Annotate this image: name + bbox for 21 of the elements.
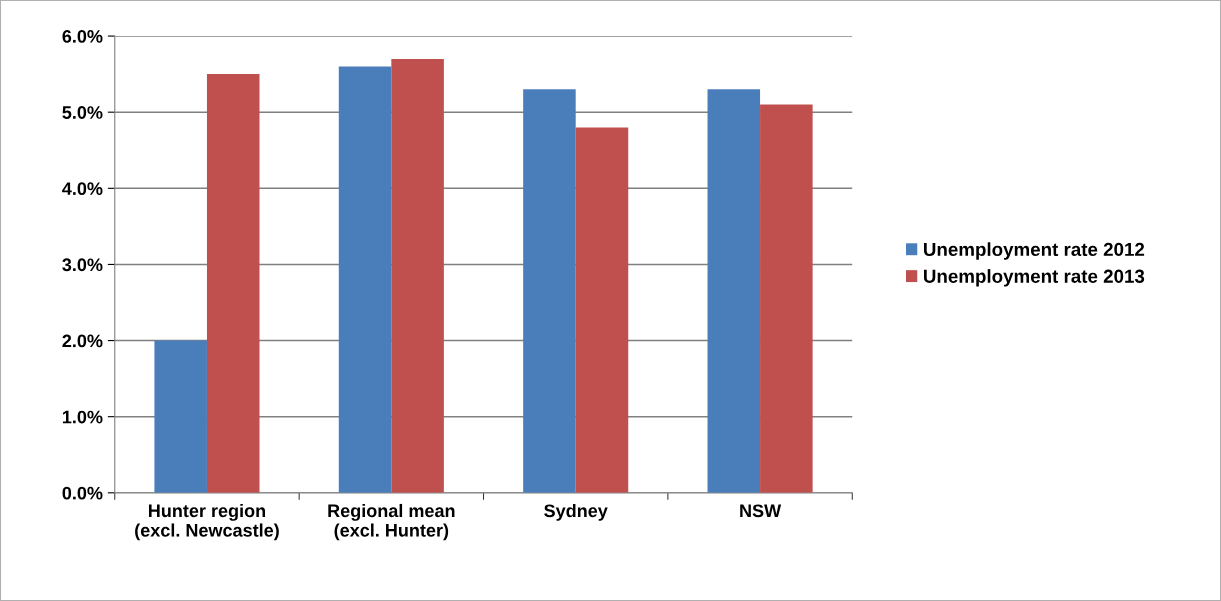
bar [154, 340, 207, 493]
bar [206, 74, 260, 493]
bar [707, 89, 761, 493]
y-tick-label: 0.0% [62, 486, 103, 500]
bar [575, 127, 629, 493]
x-tick-label: NSW [740, 504, 782, 518]
x-tick-label: Regional mean (excl. Hunter) [328, 503, 455, 541]
y-tick-label: 1.0% [62, 410, 103, 424]
bar [338, 66, 392, 493]
y-tick-label: 4.0% [62, 182, 103, 196]
bar [760, 104, 813, 493]
y-tick-label: 6.0% [62, 29, 103, 43]
legend-label: Unemployment rate 2013 [924, 269, 1145, 287]
x-tick-label: Hunter region (excl. Newcastle) [135, 503, 279, 541]
x-tick-label: Sydney [544, 503, 608, 521]
y-tick-label: 3.0% [62, 258, 103, 272]
legend-label: Unemployment rate 2012 [924, 242, 1145, 260]
bar [523, 89, 576, 493]
y-tick-label: 2.0% [62, 334, 103, 348]
bar [391, 58, 444, 493]
y-tick-label: 5.0% [62, 106, 103, 119]
